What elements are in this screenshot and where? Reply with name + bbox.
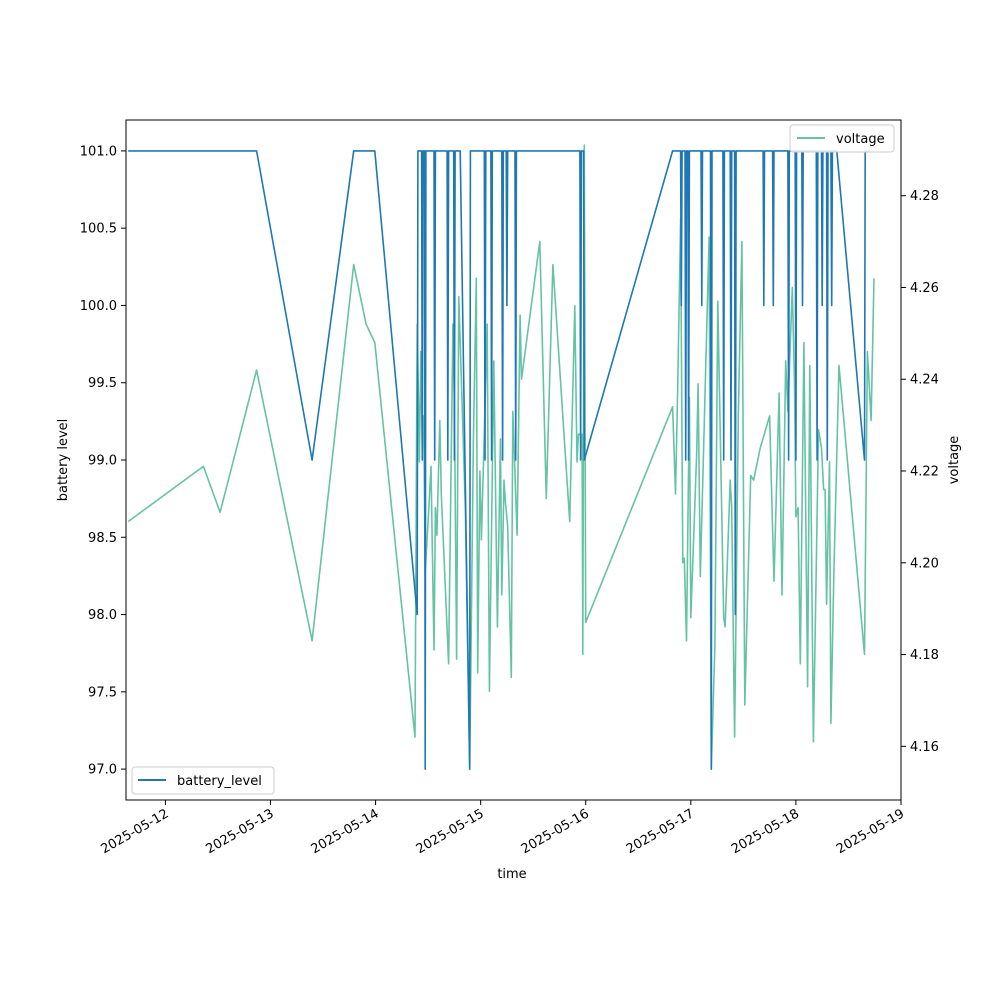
right-y-tick-label: 4.24: [910, 373, 939, 388]
right-y-tick-label: 4.16: [910, 740, 939, 755]
left-y-tick-label: 98.0: [88, 608, 117, 623]
left-y-tick-label: 99.5: [88, 376, 117, 391]
right-y-tick-label: 4.20: [910, 556, 939, 571]
left-y-tick-label: 101.0: [80, 144, 117, 159]
right-y-tick-label: 4.18: [910, 648, 939, 663]
right-y-axis-ticks: 4.16 4.18 4.20 4.22 4.24 4.26 4.28: [901, 189, 939, 755]
left-y-tick-label: 100.0: [80, 299, 117, 314]
left-y-axis-ticks: 97.0 97.5 98.0 98.5 99.0 99.5 100.0 100.5 101.0: [80, 144, 126, 778]
legend-voltage: voltage: [789, 124, 895, 153]
legend-box: [789, 124, 895, 153]
left-y-tick-label: 98.5: [88, 531, 117, 546]
left-y-tick-label: 97.0: [88, 763, 117, 778]
left-y-tick-label: 100.5: [80, 222, 117, 237]
left-y-tick-label: 97.5: [88, 685, 117, 700]
series-layer: [127, 144, 875, 771]
right-y-tick-label: 4.28: [910, 189, 939, 204]
series-line-battery-level: [128, 150, 870, 770]
legend-battery-level: battery_level: [131, 766, 275, 795]
left-y-tick-label: 99.0: [88, 454, 117, 469]
legend-label-voltage: voltage: [836, 132, 885, 147]
plot-frame: [125, 119, 902, 801]
left-y-axis-label: battery level: [56, 419, 71, 502]
x-axis-label: time: [497, 867, 526, 882]
right-y-tick-label: 4.26: [910, 281, 939, 296]
legend-box: [131, 766, 275, 795]
right-y-tick-label: 4.22: [910, 465, 939, 480]
legend-label-battery-level: battery_level: [177, 774, 262, 789]
right-y-axis-label: voltage: [947, 436, 962, 485]
